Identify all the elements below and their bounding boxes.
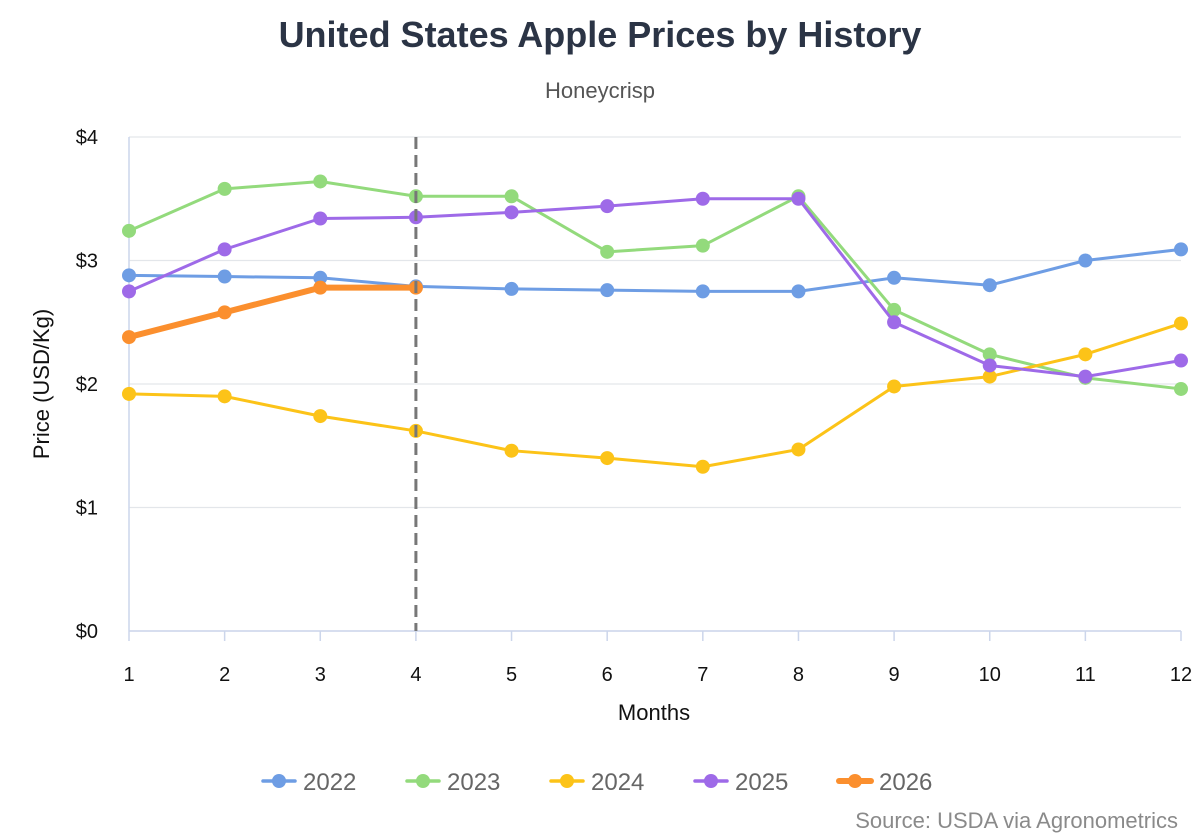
legend-swatch-marker [416,774,430,788]
x-tick-label: 12 [1170,664,1192,686]
data-point [791,284,806,299]
legend-label: 2024 [591,769,644,796]
data-point [600,451,615,466]
data-point [217,269,232,284]
data-point [1078,347,1093,362]
y-tick-label: $2 [76,374,98,396]
series-line-2023 [127,179,1183,391]
data-point [1174,353,1188,368]
series-line-2022 [127,247,1183,293]
data-point [504,189,519,204]
x-tick-label: 1 [123,664,134,686]
x-tick-label: 5 [506,664,517,686]
data-point [122,386,136,401]
x-tick-label: 3 [315,664,326,686]
data-point [600,199,615,214]
x-tick-label: 11 [1075,664,1096,686]
data-point [313,270,328,285]
data-point [695,238,710,253]
legend-swatch-marker [848,774,862,788]
legend-swatch-marker [560,774,574,788]
data-point [982,347,997,362]
data-point [887,270,902,285]
data-point [504,205,519,220]
x-axis-title: Months [618,700,690,725]
series-2025 [122,191,1188,384]
data-point [504,443,519,458]
data-point [695,191,710,206]
x-tick-label: 6 [602,664,613,686]
y-tick-label: $3 [76,251,98,273]
x-tick-label: 10 [979,664,1001,686]
series-line-2024 [127,321,1183,469]
x-tick-label: 8 [793,664,804,686]
legend-item-2024: 2024 [549,769,644,796]
data-point [313,409,328,424]
y-tick-label: $4 [76,127,98,149]
legend-swatch-marker [704,774,718,788]
x-tick-label: 2 [219,664,230,686]
data-point [887,302,902,317]
legend-item-2026: 2026 [836,769,932,796]
data-point [1174,316,1188,331]
legend-swatch-marker [272,774,286,788]
data-point [122,284,136,299]
legend-label: 2026 [879,769,932,796]
data-point [313,174,328,189]
legend-item-2025: 2025 [693,769,788,796]
data-point [1078,253,1093,268]
data-point [122,330,136,345]
series-2024 [122,316,1188,474]
x-tick-label: 4 [410,664,421,686]
data-point [217,181,232,196]
data-point [1078,369,1093,384]
data-point [122,268,136,283]
data-point [600,244,615,259]
source-credit: Source: USDA via Agronometrics [855,808,1178,833]
series-group [122,174,1188,474]
data-point [982,278,997,293]
chart-subtitle: Honeycrisp [544,78,656,103]
gridlines [129,136,1181,632]
data-point [982,369,997,384]
legend-item-2022: 2022 [261,769,356,796]
data-point [217,242,232,257]
data-point [313,280,328,295]
data-point [982,358,997,373]
chart-title: United States Apple Prices by History [278,14,922,55]
data-point [600,283,615,298]
data-point [1174,381,1188,396]
series-2026 [122,280,423,345]
y-tick-label: $0 [76,621,98,643]
y-axis-title: Price (USD/Kg) [29,309,54,459]
data-point [217,389,232,404]
series-line-2026 [126,284,419,341]
series-2022 [122,242,1188,299]
legend-label: 2025 [735,769,788,796]
data-point [217,305,232,320]
series-2023 [122,174,1188,396]
legend-item-2023: 2023 [405,769,500,796]
axes: $0$1$2$3$41 2 3 4 5 6 7 8 9 10 11 12 [76,127,1192,686]
data-point [504,281,519,296]
y-tick-label: $1 [76,498,98,520]
data-point [695,284,710,299]
series-line-2025 [127,197,1183,379]
data-point [791,442,806,457]
data-point [122,223,136,238]
legend-label: 2022 [303,769,356,796]
legend-label: 2023 [447,769,500,796]
data-point [695,459,710,474]
x-tick-label: 9 [889,664,900,686]
data-point [313,211,328,226]
data-point [887,379,902,394]
data-point [1174,242,1188,257]
x-tick-label: 7 [697,664,708,686]
data-point [887,315,902,330]
legend: 2022 2023 2024 2025 2026 [261,769,932,796]
data-point [791,191,806,206]
